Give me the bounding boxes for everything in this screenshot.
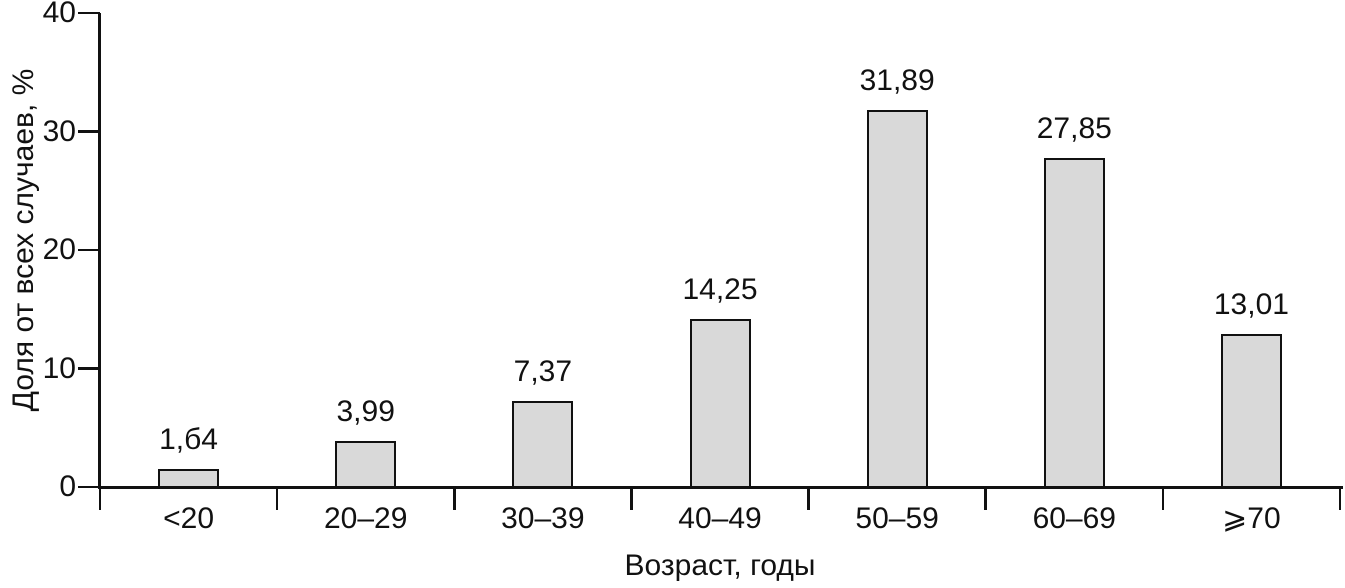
bar — [512, 400, 574, 488]
bar-value-label: 7,37 — [513, 354, 573, 388]
bar-value-label: 31,89 — [859, 64, 935, 98]
bar-value-label: 13,01 — [1213, 287, 1289, 321]
bar-value-label: 1,б4 — [159, 422, 218, 456]
bar — [866, 110, 928, 488]
bar-value-label: 3,99 — [336, 394, 395, 428]
y-axis-tick — [78, 367, 100, 370]
y-tick-label: 40 — [42, 0, 76, 29]
x-category-label: 50–59 — [855, 502, 939, 535]
y-axis-tick — [78, 248, 100, 252]
x-axis-tick — [630, 487, 633, 510]
x-category-label: 30–39 — [501, 502, 585, 535]
x-category-label: ⩾70 — [1222, 502, 1281, 535]
y-tick-label: 0 — [59, 470, 76, 503]
bar-value-label: 27,85 — [1036, 111, 1112, 145]
x-axis-tick — [984, 487, 987, 510]
bar — [335, 440, 397, 488]
x-category-label: 20–29 — [323, 502, 408, 535]
y-tick-label: 10 — [42, 351, 76, 385]
x-axis-tick — [807, 487, 810, 510]
x-axis-tick — [98, 487, 102, 510]
x-axis-tick — [1338, 487, 1342, 510]
bar-value-label: 14,25 — [682, 273, 758, 307]
y-axis-tick — [78, 485, 100, 489]
y-tick-label: 30 — [42, 114, 76, 148]
y-tick-label: 20 — [42, 233, 76, 266]
y-axis-tick — [78, 11, 100, 15]
x-axis-title: Возраст, годы — [624, 549, 816, 582]
x-axis-tick — [1161, 487, 1165, 510]
x-axis-tick — [275, 487, 279, 510]
bar — [1220, 333, 1282, 488]
bar — [689, 319, 751, 488]
x-axis-tick — [453, 487, 456, 510]
bar — [158, 468, 220, 488]
x-category-label: 40–49 — [678, 502, 762, 535]
x-category-label: 60–69 — [1032, 502, 1116, 535]
y-axis-tick — [78, 130, 100, 133]
x-category-label: <20 — [163, 502, 214, 535]
bar — [1043, 157, 1105, 488]
